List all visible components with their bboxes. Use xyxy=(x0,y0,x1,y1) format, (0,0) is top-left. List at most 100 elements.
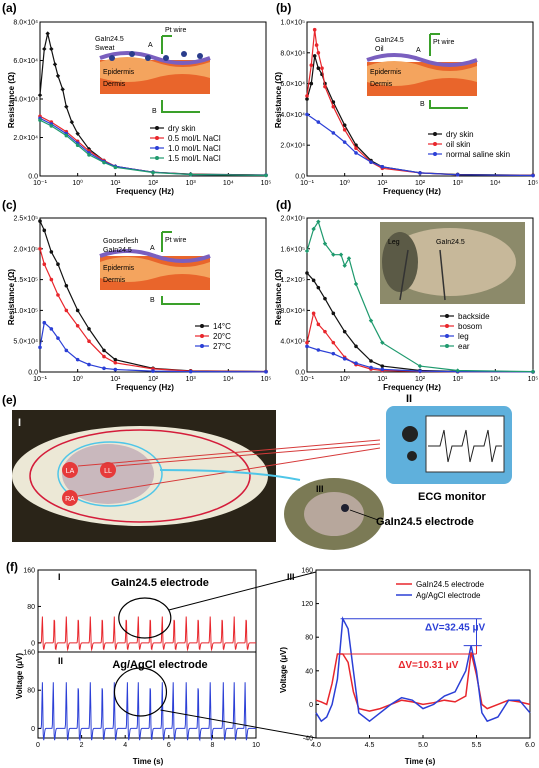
photo-gain-label: GaIn24.5 xyxy=(436,239,465,246)
legend-marker-c xyxy=(200,344,204,348)
series-line-b-2 xyxy=(306,113,534,177)
data-point-a-3 xyxy=(102,160,106,165)
data-point-a-3 xyxy=(264,173,268,178)
data-point-c-0 xyxy=(64,283,69,288)
data-point-d-3 xyxy=(342,263,347,268)
legend-marker-a xyxy=(155,156,159,160)
f-dv-red-label: ΔV=10.31 μV xyxy=(398,660,459,671)
panel-label-a: (a) xyxy=(2,1,17,15)
f-zoom-circle-top xyxy=(118,597,172,639)
data-point-b-2 xyxy=(531,173,535,178)
xtick-label-d: 10⁻¹ xyxy=(300,376,314,383)
data-point-c-1 xyxy=(64,308,69,313)
inset-a-pt: Pt wire xyxy=(165,27,187,34)
data-point-a-3 xyxy=(49,124,54,128)
data-point-d-2 xyxy=(305,344,309,349)
f-xtick-label: 0 xyxy=(36,742,40,749)
xtick-label-a: 10³ xyxy=(186,180,197,187)
ylabel-a: Resistance (Ω) xyxy=(7,72,16,129)
ytick-label-d: 8.0×10⁴ xyxy=(280,308,305,315)
photo-leg-label: Leg xyxy=(388,239,400,246)
data-point-d-1 xyxy=(331,340,336,345)
data-point-c-1 xyxy=(113,360,118,365)
f-ytick-label: 0 xyxy=(31,726,35,733)
data-point-c-1 xyxy=(75,324,80,328)
f-r-ytick-label: 120 xyxy=(301,601,313,608)
legend-marker-a xyxy=(155,136,159,140)
f-r-legend-label: Ag/AgCl electrode xyxy=(416,591,481,600)
ytick-label-d: 1.6×10⁵ xyxy=(280,246,305,253)
legend-marker-d xyxy=(445,344,449,348)
electrode-la xyxy=(62,462,78,478)
f-r-series-1 xyxy=(315,616,531,723)
data-point-d-3 xyxy=(331,252,336,257)
f-ytick-label: 80 xyxy=(27,688,35,695)
data-point-c-2 xyxy=(75,357,80,362)
panel-f: Voltage (μV) Time (s) Voltage (μV) Time … xyxy=(15,568,535,767)
f-ytick-label: 160 xyxy=(23,568,35,575)
data-point-d-2 xyxy=(380,367,385,372)
data-point-c-0 xyxy=(75,308,80,313)
f-roman-3: III xyxy=(287,572,295,582)
inset-a-b: B xyxy=(152,108,157,115)
ytick-label-c: 2.0×10⁵ xyxy=(13,246,38,253)
f-dv-blue-label: ΔV=32.45 μV xyxy=(425,623,486,634)
legend-marker-a xyxy=(155,126,159,130)
xtick-label-b: 10⁰ xyxy=(339,179,350,187)
xtick-label-c: 10⁴ xyxy=(223,376,234,383)
inset-a-a: A xyxy=(148,42,153,49)
xtick-label-c: 10⁻¹ xyxy=(33,376,47,383)
xtick-label-d: 10⁴ xyxy=(490,376,501,383)
legend-label-d: leg xyxy=(458,332,469,341)
data-point-b-2 xyxy=(305,112,309,117)
ytick-label-c: 1.0×10⁵ xyxy=(13,308,38,315)
legend-marker-c xyxy=(200,334,204,338)
data-point-a-3 xyxy=(188,172,193,177)
xlabel-d: Frequency (Hz) xyxy=(383,383,441,392)
legend-label-c: 20°C xyxy=(213,332,231,341)
ytick-label-a: 2.0×10⁴ xyxy=(13,135,38,142)
xtick-label-a: 10⁻¹ xyxy=(33,180,47,187)
inset-b-l1: Epidermis xyxy=(370,69,402,76)
ylabel-d: Resistance (Ω) xyxy=(274,269,283,326)
data-point-b-0 xyxy=(316,66,321,70)
xlabel-c: Frequency (Hz) xyxy=(116,383,174,392)
f-ylabel-right: Voltage (μV) xyxy=(279,647,288,693)
data-point-d-0 xyxy=(316,285,321,290)
panel-label-b: (b) xyxy=(276,1,291,15)
f-xtick-label: 10 xyxy=(252,742,260,749)
data-point-d-2 xyxy=(331,351,336,356)
data-point-b-1 xyxy=(323,84,327,89)
e-roman-2: II xyxy=(406,393,412,405)
data-point-c-2 xyxy=(151,369,155,373)
ytick-label-b: 0.0 xyxy=(295,174,305,181)
data-point-d-0 xyxy=(311,278,316,283)
f-r-legend-label: GaIn24.5 electrode xyxy=(416,580,485,589)
xtick-label-b: 10² xyxy=(415,180,426,187)
f-trace-agagcl xyxy=(38,682,256,742)
f-left-frame xyxy=(37,569,257,739)
data-point-a-3 xyxy=(38,118,42,122)
data-point-c-2 xyxy=(49,327,54,331)
xtick-label-d: 10⁰ xyxy=(339,375,350,383)
data-point-c-2 xyxy=(56,336,60,340)
ytick-label-a: 8.0×10⁴ xyxy=(13,20,38,27)
data-point-b-1 xyxy=(316,51,321,55)
data-point-b-2 xyxy=(354,151,358,155)
data-point-c-0 xyxy=(102,348,106,353)
legend-marker-a xyxy=(155,146,159,150)
xtick-label-a: 10⁰ xyxy=(72,179,83,187)
series-line-d-1 xyxy=(306,311,534,373)
data-point-b-1 xyxy=(305,94,309,98)
data-point-d-1 xyxy=(316,322,321,327)
ytick-label-b: 2.0×10⁴ xyxy=(280,143,305,150)
data-point-c-2 xyxy=(87,362,91,367)
data-point-a-3 xyxy=(75,143,80,147)
inset-b-pt: Pt wire xyxy=(433,39,455,46)
series-line-c-1 xyxy=(39,248,267,373)
legend-label-a: 0.5 mol/L NaCl xyxy=(168,134,221,143)
data-point-b-2 xyxy=(316,120,321,124)
data-point-a-0 xyxy=(64,104,69,109)
f-r-xtick-label: 5.0 xyxy=(418,742,428,749)
